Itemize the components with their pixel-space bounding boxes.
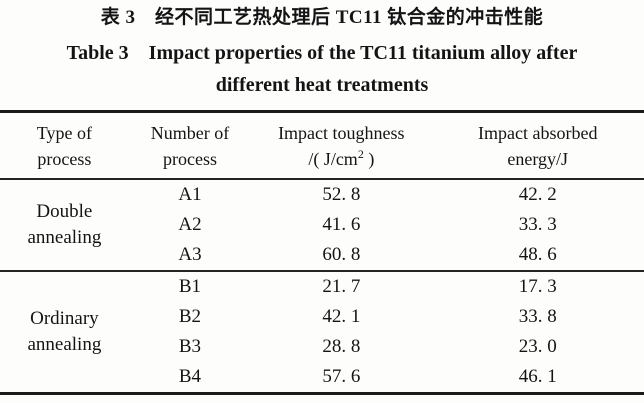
impact-absorbed-energy-cell: 23. 0 — [518, 336, 557, 357]
process-type-ordinary-annealing: Ordinary annealing — [0, 271, 129, 394]
table-row-b4: B4 57. 6 46. 1 — [0, 362, 644, 394]
header-type-of-process-line1: Type of — [36, 123, 93, 143]
impact-toughness-cell: 28. 8 — [322, 336, 361, 357]
process-type-double-annealing: Double annealing — [0, 179, 129, 272]
impact-properties-table: Type of process Number of process Impact… — [0, 110, 644, 395]
process-number-cell: B1 — [178, 276, 202, 297]
impact-toughness-cell: 52. 8 — [322, 184, 361, 205]
table-row-a1: Double annealing A1 52. 8 42. 2 — [0, 179, 644, 272]
impact-absorbed-energy-cell: 17. 3 — [518, 276, 557, 297]
impact-absorbed-energy-cell: 42. 2 — [518, 184, 557, 205]
unit-suffix: ) — [363, 149, 375, 169]
table-row-b1: Ordinary annealing B1 21. 7 17. 3 — [0, 271, 644, 355]
table-row-b3: B3 28. 8 23. 0 — [0, 332, 644, 362]
impact-absorbed-energy-cell: 48. 6 — [431, 240, 644, 272]
impact-toughness-cell: 21. 7 — [322, 276, 361, 297]
process-number-cell: A1 — [178, 184, 202, 205]
header-impact-absorbed-energy: Impact absorbed energy/J — [431, 111, 644, 180]
impact-toughness-cell: 42. 1 — [322, 306, 361, 327]
process-number-cell: B2 — [178, 306, 202, 327]
header-type-of-process: Type of process — [0, 111, 129, 180]
header-impact-absorbed-energy-line2: energy/J — [507, 149, 569, 169]
process-number-cell: B3 — [178, 336, 202, 357]
table-row-a3: A3 60. 8 48. 6 — [0, 240, 644, 272]
process-type-line2: annealing — [27, 227, 102, 248]
header-row: Type of process Number of process Impact… — [0, 111, 644, 180]
impact-toughness-cell: 57. 6 — [322, 366, 361, 387]
impact-absorbed-energy-cell: 46. 1 — [518, 366, 557, 387]
impact-toughness-cell: 41. 6 — [322, 214, 361, 235]
unit-superscript: 2 — [357, 147, 364, 161]
unit-prefix: /( J/cm — [308, 149, 358, 169]
table-caption-english-line2: different heat treatments — [215, 74, 429, 96]
process-type-line2: annealing — [27, 334, 102, 355]
header-impact-absorbed-energy-line1: Impact absorbed — [478, 123, 598, 143]
impact-absorbed-energy-cell: 33. 3 — [518, 214, 557, 235]
process-type-line1: Double — [36, 201, 93, 222]
impact-toughness-cell: 60. 8 — [251, 240, 432, 272]
table-caption-english-line1: Table 3 Impact properties of the TC11 ti… — [66, 42, 578, 64]
process-number-cell: A2 — [178, 214, 202, 235]
impact-absorbed-energy-cell: 33. 8 — [518, 306, 557, 327]
table-row-b2: B2 42. 1 33. 8 — [0, 302, 644, 332]
header-type-of-process-line2: process — [37, 149, 92, 169]
header-number-of-process: Number of process — [128, 111, 252, 180]
header-number-of-process-line1: Number of — [150, 123, 230, 143]
process-type-line1: Ordinary — [30, 308, 99, 329]
process-number-cell: A3 — [128, 240, 252, 272]
header-impact-toughness-unit: /( J/cm2 ) — [251, 146, 431, 172]
table-caption-chinese: 表 3 经不同工艺热处理后 TC11 钛合金的冲击性能 — [100, 7, 544, 28]
header-impact-toughness: Impact toughness /( J/cm2 ) — [251, 111, 432, 180]
header-number-of-process-line2: process — [162, 149, 217, 169]
process-number-cell: B4 — [178, 366, 202, 387]
table-row-a2: A2 41. 6 33. 3 — [0, 210, 644, 240]
header-impact-toughness-line1: Impact toughness — [278, 123, 405, 143]
